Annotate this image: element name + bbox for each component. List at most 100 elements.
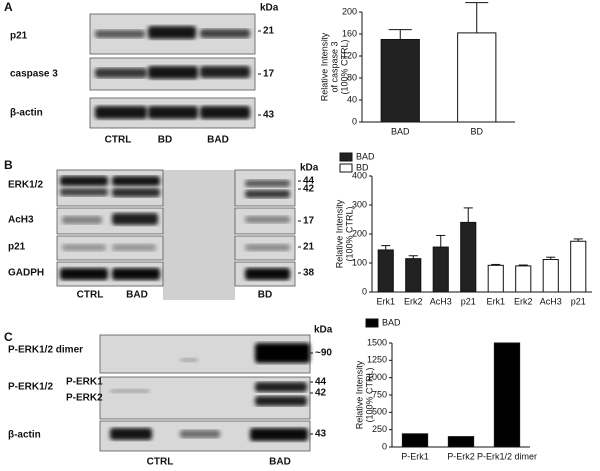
- bar: [542, 259, 559, 293]
- blot-band: [112, 244, 156, 251]
- blot-row-label: p21: [8, 242, 26, 253]
- marker-label: 44: [303, 176, 315, 187]
- bar: [405, 258, 422, 293]
- marker-label: 38: [303, 268, 315, 279]
- blot-band: [60, 188, 108, 196]
- y-tick-label: 400: [352, 170, 367, 180]
- bar: [570, 240, 587, 293]
- y-tick-label: 80: [347, 72, 357, 82]
- lane-label: BAD: [126, 290, 148, 301]
- blot-band: [200, 106, 250, 119]
- panel-letter: A: [4, 0, 13, 14]
- kda-label: kDa: [314, 325, 333, 336]
- x-tick-label: P-Erk2: [447, 451, 475, 461]
- blot-band: [95, 68, 147, 78]
- x-tick-label: BAD: [391, 126, 410, 136]
- y-tick-label: 120: [342, 50, 357, 60]
- kda-label: kDa: [300, 163, 319, 174]
- bar: [493, 342, 521, 448]
- blot-band: [95, 30, 145, 38]
- marker-label: 44: [315, 377, 327, 388]
- y-tick-label: 750: [372, 389, 387, 399]
- blot-band: [110, 389, 150, 393]
- marker-label: 42: [303, 184, 315, 195]
- blot-band: [245, 268, 290, 280]
- legend-label: BAD: [382, 317, 401, 327]
- bar: [487, 264, 504, 293]
- marker-label: 43: [315, 429, 327, 440]
- y-tick-label: 100: [352, 257, 367, 267]
- marker-label: 17: [303, 216, 315, 227]
- blot-band: [255, 382, 307, 392]
- y-axis-label: Relative Intensity: [334, 199, 344, 268]
- x-tick-label: P-Erk1/2 dimer: [477, 451, 537, 461]
- marker-label: 42: [315, 388, 327, 399]
- blot-row-label: caspase 3: [10, 69, 58, 80]
- x-tick-label: AcH3: [430, 296, 452, 306]
- lane-label: CTRL: [77, 290, 104, 301]
- y-tick-label: 300: [352, 199, 367, 209]
- lane-label: BAD: [207, 135, 229, 146]
- x-tick-label: p21: [461, 296, 476, 306]
- blot-band: [62, 216, 102, 224]
- x-tick-label: p21: [571, 296, 586, 306]
- marker-label: 17: [263, 69, 275, 80]
- lane-label: BD: [258, 290, 272, 301]
- legend-swatch: [365, 318, 379, 328]
- blot-band: [148, 106, 198, 119]
- bar: [380, 39, 420, 123]
- y-tick-label: 1250: [367, 355, 387, 365]
- x-tick-label: Erk1: [376, 296, 395, 306]
- blot-row-label: AcH3: [8, 215, 34, 226]
- blot-band: [62, 244, 106, 251]
- bar: [447, 436, 475, 448]
- y-tick-label: 1500: [367, 337, 387, 347]
- y-tick-label: 1000: [367, 372, 387, 382]
- x-tick-label: Erk2: [514, 296, 533, 306]
- blot-band: [245, 190, 290, 198]
- blank-region: [163, 170, 235, 300]
- blot-band: [95, 106, 147, 119]
- legend-label: BD: [356, 162, 369, 172]
- bar: [457, 32, 497, 123]
- bar: [432, 246, 449, 293]
- y-tick-label: 200: [352, 228, 367, 238]
- marker-label: 21: [303, 242, 315, 253]
- legend-label: BAD: [356, 151, 375, 161]
- y-tick-label: 0: [352, 116, 357, 126]
- blot-row-label: P-ERK1/2 dimer: [8, 345, 83, 356]
- x-tick-label: Erk2: [404, 296, 423, 306]
- blot-band: [245, 216, 290, 223]
- bar: [515, 265, 532, 293]
- lane-label: BAD: [269, 457, 291, 468]
- y-axis-label: (100% CTRL): [344, 206, 354, 261]
- blot-band: [200, 66, 250, 78]
- y-axis-label: (100% CTRL): [364, 367, 374, 422]
- blot-band: [180, 430, 220, 438]
- blot-band: [200, 29, 250, 38]
- blot-band: [112, 188, 160, 197]
- y-tick-label: 200: [342, 6, 357, 16]
- y-tick-label: 0: [382, 441, 387, 451]
- y-tick-label: 500: [372, 407, 387, 417]
- blot-band: [180, 358, 198, 362]
- bar: [377, 249, 394, 293]
- x-tick-label: AcH3: [540, 296, 562, 306]
- blot-band: [148, 66, 198, 79]
- y-axis-label: Relative Intensity: [354, 360, 364, 429]
- bar: [460, 221, 477, 293]
- blot-band: [112, 268, 160, 280]
- y-tick-label: 160: [342, 28, 357, 38]
- blot-row-label: ERK1/2: [8, 180, 43, 191]
- x-tick-label: P-Erk1: [401, 451, 429, 461]
- lane-label: CTRL: [147, 457, 174, 468]
- lane-label: BD: [158, 135, 172, 146]
- blot-band: [245, 244, 290, 251]
- blot-band: [110, 428, 152, 440]
- blot-band: [112, 213, 158, 225]
- blot-band: [60, 176, 108, 186]
- blot-band: [255, 343, 310, 363]
- blot-band: [60, 268, 108, 280]
- bar: [401, 433, 429, 448]
